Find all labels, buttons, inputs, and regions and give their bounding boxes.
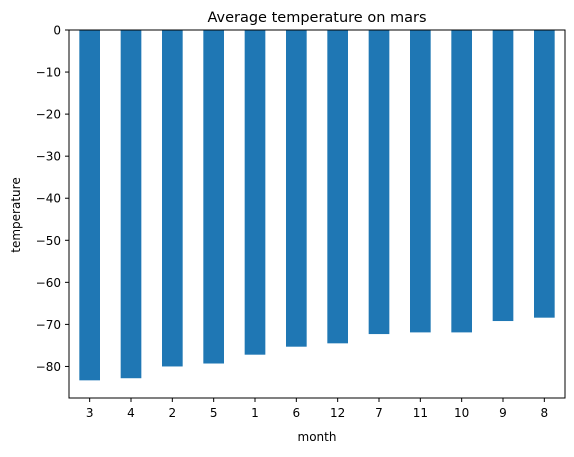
x-axis-ticks: 3 4 2 5 1 6 12 7 11 10 9 8 [86, 398, 548, 420]
x-tick-label: 9 [499, 406, 507, 420]
bar-month-4 [120, 30, 142, 379]
x-tick-label: 3 [86, 406, 94, 420]
y-axis-label: temperature [9, 177, 23, 252]
bar-month-6 [286, 30, 307, 347]
x-tick-label: 11 [413, 406, 428, 420]
y-axis-ticks: 0 −10 −20 −30 −40 −50 −60 −70 −80 [36, 24, 69, 374]
plot-frame [68, 29, 566, 399]
bar-month-2 [162, 30, 183, 367]
x-tick-label: 8 [541, 406, 549, 420]
y-tick-label: −30 [36, 150, 61, 164]
bar-month-10 [451, 30, 472, 333]
bar-month-7 [368, 30, 390, 335]
x-axis-label: month [298, 430, 337, 444]
y-tick-label: −70 [36, 318, 61, 332]
y-tick-label: −20 [36, 108, 61, 122]
chart-title: Average temperature on mars [207, 10, 426, 26]
bar-month-9 [492, 30, 514, 322]
bar-month-8 [534, 30, 555, 318]
y-tick-label: −40 [36, 192, 61, 206]
x-tick-label: 5 [210, 406, 218, 420]
bar-month-11 [410, 30, 431, 333]
y-tick-label: −50 [36, 234, 61, 248]
x-tick-label: 4 [127, 406, 135, 420]
y-tick-label: 0 [53, 24, 61, 38]
y-tick-label: −80 [36, 360, 61, 374]
bar-month-5 [203, 30, 224, 364]
x-tick-label: 10 [454, 406, 469, 420]
bar-month-3 [79, 30, 100, 381]
x-tick-label: 2 [169, 406, 177, 420]
y-tick-label: −60 [36, 276, 61, 290]
x-tick-label: 12 [330, 406, 345, 420]
bar-month-12 [327, 30, 348, 344]
x-tick-label: 6 [293, 406, 301, 420]
y-tick-label: −10 [36, 66, 61, 80]
bar-month-1 [244, 30, 266, 355]
x-tick-label: 1 [251, 406, 259, 420]
x-tick-label: 7 [375, 406, 383, 420]
bars-group [79, 30, 555, 381]
